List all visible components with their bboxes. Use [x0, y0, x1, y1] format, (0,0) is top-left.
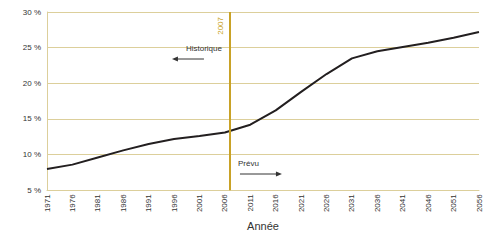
svg-text:2011: 2011 [246, 194, 255, 212]
svg-text:2016: 2016 [271, 194, 280, 212]
svg-text:1991: 1991 [144, 194, 153, 212]
svg-text:15 %: 15 % [23, 114, 41, 123]
svg-text:1976: 1976 [68, 194, 77, 212]
svg-text:2001: 2001 [195, 194, 204, 212]
svg-text:2041: 2041 [398, 194, 407, 212]
svg-text:1971: 1971 [43, 194, 52, 212]
svg-text:2007: 2007 [216, 16, 225, 34]
svg-text:2036: 2036 [373, 194, 382, 212]
svg-text:1996: 1996 [170, 194, 179, 212]
svg-text:30 %: 30 % [23, 8, 41, 17]
svg-text:25 %: 25 % [23, 43, 41, 52]
svg-text:2021: 2021 [297, 194, 306, 212]
svg-text:1986: 1986 [119, 194, 128, 212]
svg-text:2056: 2056 [475, 194, 484, 212]
svg-text:Historique: Historique [186, 44, 223, 53]
svg-text:Prévu: Prévu [238, 159, 259, 168]
svg-text:Année: Année [247, 220, 279, 232]
svg-text:2046: 2046 [424, 194, 433, 212]
svg-text:2031: 2031 [347, 194, 356, 212]
svg-text:2051: 2051 [449, 194, 458, 212]
svg-text:1981: 1981 [93, 194, 102, 212]
svg-text:10 %: 10 % [23, 150, 41, 159]
svg-text:2006: 2006 [220, 194, 229, 212]
svg-text:5 %: 5 % [27, 186, 41, 195]
svg-text:2026: 2026 [322, 194, 331, 212]
svg-text:20 %: 20 % [23, 79, 41, 88]
